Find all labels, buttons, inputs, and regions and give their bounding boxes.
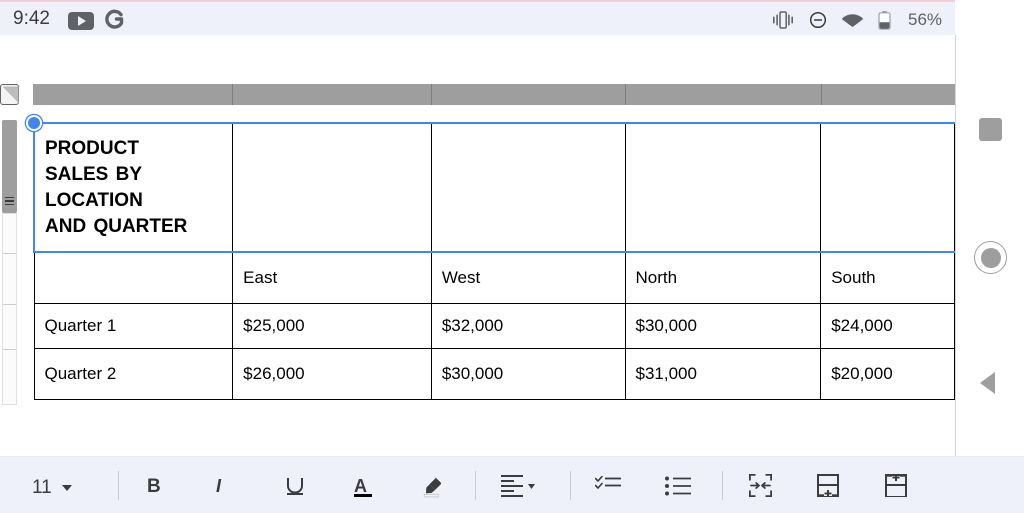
- svg-text:B: B: [147, 476, 161, 497]
- svg-text:I: I: [216, 476, 222, 496]
- svg-text:A: A: [354, 476, 367, 496]
